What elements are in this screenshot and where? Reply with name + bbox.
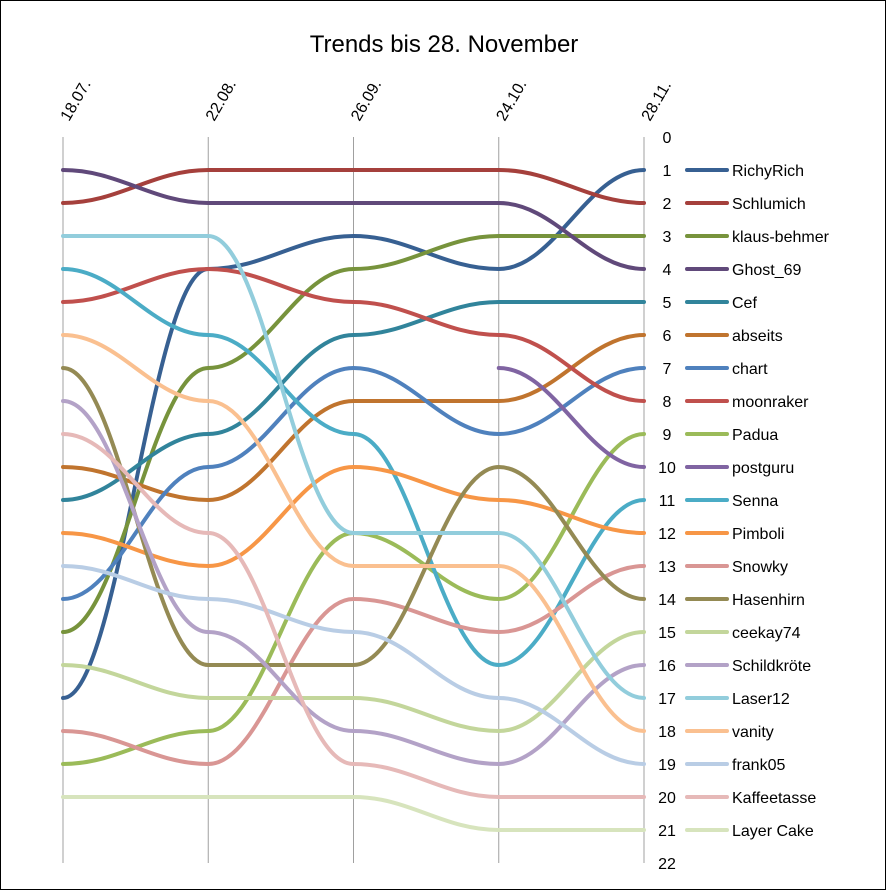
- legend-label: postguru: [732, 460, 794, 477]
- legend-label: Schildkröte: [732, 658, 811, 675]
- series-line-5: [61, 333, 646, 503]
- legend-label: Senna: [732, 493, 778, 510]
- legend-label: Schlumich: [732, 196, 806, 213]
- series-line-9: [496, 366, 646, 469]
- legend-label: chart: [732, 361, 768, 378]
- x-tick-label: 26.09.: [348, 77, 385, 124]
- legend-label: Kaffeetasse: [732, 790, 816, 807]
- series-line-7: [61, 266, 646, 403]
- y-tick-label: 15: [658, 625, 676, 642]
- series-line-11: [61, 464, 646, 569]
- series-line-12: [61, 564, 646, 767]
- x-axis-labels: 18.07. 22.08. 26.09. 24.10. 28.11.: [58, 77, 675, 124]
- y-tick-label: 17: [658, 691, 676, 708]
- series-line-16: [61, 233, 646, 700]
- y-tick-label: 20: [658, 790, 676, 807]
- legend-label: Snowky: [732, 559, 788, 576]
- series-line-19: [61, 432, 646, 800]
- y-tick-label: 13: [658, 559, 676, 576]
- legend-label: ceekay74: [732, 625, 801, 642]
- series-line-20: [61, 794, 646, 833]
- x-tick-label: 28.11.: [639, 78, 675, 124]
- series-line-3: [61, 168, 646, 271]
- legend-label: Cef: [732, 295, 757, 312]
- legend-label: vanity: [732, 724, 774, 741]
- y-tick-label: 3: [663, 229, 672, 246]
- legend-label: abseits: [732, 328, 783, 345]
- legend-label: moonraker: [732, 394, 809, 411]
- x-tick-label: 22.08.: [203, 77, 240, 124]
- series-line-18: [61, 564, 646, 766]
- x-tick-label: 18.07.: [58, 77, 95, 124]
- series-line-6: [61, 365, 646, 601]
- series-line-1: [61, 167, 646, 205]
- series-line-13: [61, 366, 646, 668]
- legend-label: Laser12: [732, 691, 790, 708]
- legend-label: Padua: [732, 427, 778, 444]
- legend-label: Ghost_69: [732, 262, 801, 279]
- y-tick-label: 1: [663, 163, 672, 180]
- y-tick-label: 8: [663, 394, 672, 411]
- y-tick-label: 4: [663, 262, 672, 279]
- series-line-17: [61, 333, 646, 733]
- y-tick-label: 19: [658, 757, 676, 774]
- y-tick-label: 11: [659, 493, 676, 510]
- y-tick-label: 21: [658, 823, 676, 840]
- legend-label: frank05: [732, 757, 785, 774]
- chart-title: Trends bis 28. November: [310, 31, 579, 58]
- y-tick-label: 22: [658, 856, 676, 873]
- series-line-14: [61, 630, 646, 734]
- legend-label: Layer Cake: [732, 823, 814, 840]
- legend-label: Hasenhirn: [732, 592, 805, 609]
- series-lines: [61, 167, 646, 833]
- legend-label: klaus-behmer: [732, 229, 830, 246]
- x-tick-label: 24.10.: [493, 77, 530, 124]
- y-tick-label: 2: [663, 196, 672, 213]
- y-tick-label: 6: [663, 328, 672, 345]
- series-line-15: [61, 399, 646, 767]
- y-tick-label: 16: [658, 658, 676, 675]
- y-tick-label: 9: [663, 427, 672, 444]
- y-tick-label: 0: [663, 130, 672, 147]
- y-tick-label: 12: [658, 526, 676, 543]
- legend: RichyRich Schlumich klaus-behmer Ghost_69 Ce…: [685, 163, 830, 840]
- legend-label: Pimboli: [732, 526, 784, 543]
- y-tick-label: 10: [658, 460, 676, 477]
- y-tick-label: 7: [663, 361, 672, 378]
- legend-label: RichyRich: [732, 163, 804, 180]
- y-tick-label: 5: [663, 295, 672, 312]
- series-line-10: [61, 267, 646, 668]
- series-line-4: [61, 299, 646, 502]
- y-tick-label: 14: [658, 592, 676, 609]
- y-tick-label: 18: [658, 724, 676, 741]
